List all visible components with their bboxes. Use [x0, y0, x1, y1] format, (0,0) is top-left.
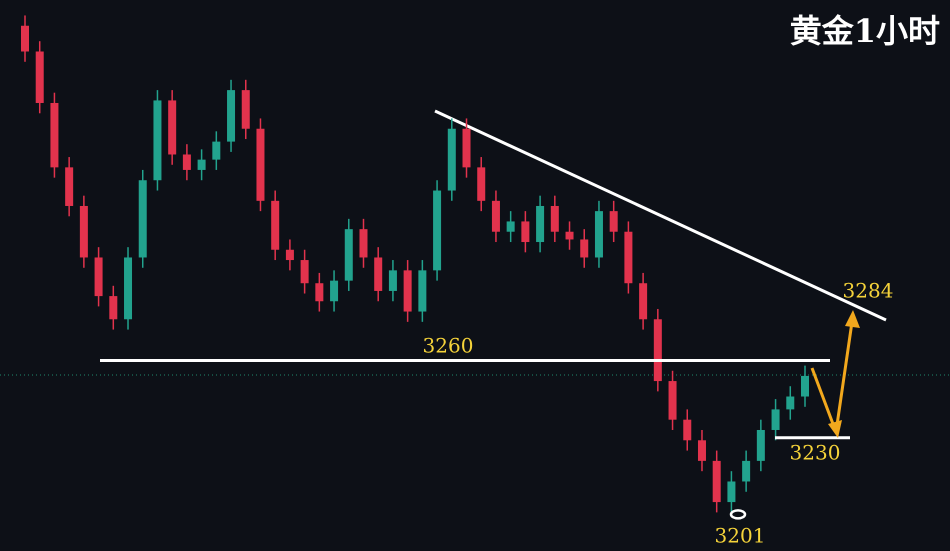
- candle-body: [550, 205, 559, 232]
- candle-body: [594, 211, 603, 258]
- candle-body: [536, 205, 545, 243]
- low-marker: [729, 509, 747, 520]
- candle-body: [683, 419, 692, 441]
- candle-body: [344, 229, 353, 281]
- candle-body: [271, 200, 280, 250]
- target-label: 3284: [843, 279, 894, 303]
- level-label: 3260: [423, 333, 474, 357]
- candle-body: [388, 270, 397, 291]
- candle-body: [668, 381, 677, 420]
- candle-body: [109, 296, 118, 320]
- arrow: [834, 321, 854, 433]
- candle-body: [580, 239, 589, 258]
- candle-body: [521, 221, 530, 243]
- candle-body: [330, 280, 339, 302]
- candle-body: [21, 25, 29, 52]
- candle-body: [65, 167, 74, 206]
- candle-body: [197, 159, 206, 170]
- candle-body: [50, 102, 59, 168]
- candle-body: [35, 51, 44, 103]
- level-label: 3230: [790, 441, 841, 465]
- candle-body: [418, 270, 427, 312]
- candle-body: [94, 257, 103, 297]
- candle-body: [433, 190, 442, 271]
- candle-body: [712, 460, 721, 503]
- chart-title: 黄金1小时: [790, 12, 940, 50]
- candle-body: [609, 211, 618, 232]
- candle-body: [374, 257, 383, 291]
- candle-body: [212, 141, 221, 160]
- candle-body: [565, 231, 574, 240]
- candle-body: [624, 231, 633, 284]
- candle-body: [168, 100, 177, 155]
- candle-body: [506, 221, 515, 232]
- candle-body: [756, 429, 765, 461]
- trend-line: [434, 109, 887, 322]
- candle-body: [138, 180, 147, 258]
- candle-body: [801, 375, 809, 397]
- candle-body: [742, 460, 751, 482]
- candle-body: [462, 128, 471, 168]
- candle-body: [124, 257, 133, 320]
- low-label: 3201: [715, 523, 766, 547]
- arrow: [810, 367, 838, 433]
- candle-body: [447, 128, 456, 191]
- candle-body: [477, 167, 486, 201]
- candle-body: [653, 319, 662, 382]
- candle-body: [153, 100, 162, 181]
- candle-body: [285, 249, 294, 261]
- arrow-head: [845, 310, 860, 328]
- annotations: 3260 3284 3230 3201: [100, 279, 894, 547]
- candles: [21, 15, 809, 513]
- candle-body: [241, 90, 250, 129]
- candle-body: [786, 396, 795, 410]
- candle-body: [227, 90, 236, 142]
- candle-body: [79, 205, 88, 258]
- candle-body: [359, 229, 368, 258]
- candle-body: [403, 270, 412, 312]
- candle-body: [300, 260, 309, 284]
- candle-body: [697, 440, 706, 461]
- candle-body: [771, 409, 780, 430]
- candle-body: [315, 283, 324, 302]
- candle-body: [727, 481, 736, 503]
- candle-body: [491, 200, 500, 232]
- candle-body: [182, 154, 191, 170]
- candle-body: [639, 283, 648, 320]
- candle-body: [256, 128, 265, 201]
